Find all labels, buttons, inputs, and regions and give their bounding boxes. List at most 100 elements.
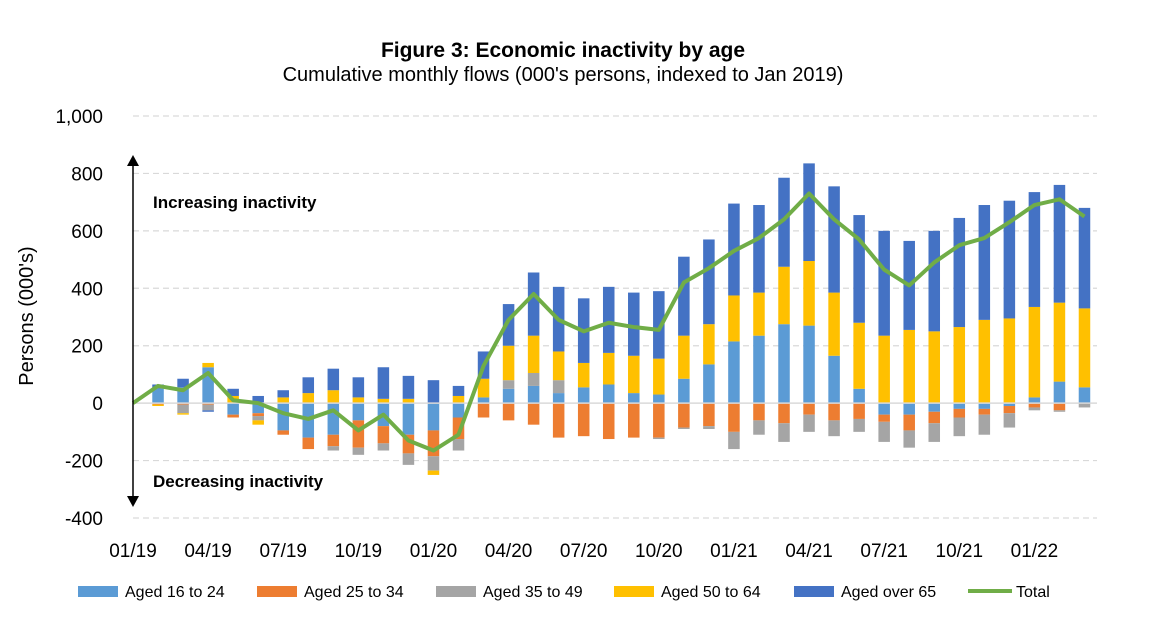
bar-segment-aged-50-64 xyxy=(327,390,340,404)
bar-segment-aged-25-34 xyxy=(502,403,515,421)
bar-segment-aged-50-64 xyxy=(552,351,565,381)
bar-segment-aged-16-24 xyxy=(703,364,715,404)
y-tick-label: -400 xyxy=(65,509,103,530)
x-tick-label: 01/19 xyxy=(109,541,157,562)
bar-segment-aged-over-65 xyxy=(703,239,715,325)
bar-segment-aged-16-24 xyxy=(327,403,340,435)
legend-label: Aged 16 to 24 xyxy=(125,584,225,601)
bar-segment-aged-35-49 xyxy=(903,430,915,448)
bar-segment-aged-50-64 xyxy=(678,335,690,379)
bar-segment-aged-50-64 xyxy=(202,362,214,368)
bar-segment-aged-35-49 xyxy=(978,414,991,435)
bar-segment-aged-16-24 xyxy=(1078,387,1091,404)
bar-segment-aged-over-65 xyxy=(352,377,365,398)
bar-segment-aged-35-49 xyxy=(527,372,540,386)
bar-segment-aged-25-34 xyxy=(978,408,991,415)
bar-segment-aged-25-34 xyxy=(1053,403,1066,411)
bar-segment-aged-25-34 xyxy=(853,403,865,419)
legend-label: Total xyxy=(1016,584,1050,601)
bar-segment-aged-25-34 xyxy=(377,426,390,444)
bar-segment-aged-16-24 xyxy=(903,403,915,415)
bar-segment-aged-50-64 xyxy=(953,327,966,404)
bar-segment-aged-25-34 xyxy=(327,434,340,447)
chart-title: Figure 3: Economic inactivity by age xyxy=(381,39,745,62)
bar-segment-aged-over-65 xyxy=(803,163,815,262)
legend-swatch xyxy=(257,586,297,597)
bar-segment-aged-35-49 xyxy=(1053,410,1066,412)
bar-segment-aged-16-24 xyxy=(878,403,890,415)
legend-item: Aged 16 to 24 xyxy=(78,584,225,601)
legend-label: Aged 50 to 64 xyxy=(661,584,761,601)
bar-segment-aged-50-64 xyxy=(252,420,264,425)
bar-segment-aged-25-34 xyxy=(903,414,915,431)
bar-segment-aged-16-24 xyxy=(628,393,640,404)
bar-segment-aged-35-49 xyxy=(352,447,365,455)
bar-segment-aged-50-64 xyxy=(502,345,515,381)
bar-segment-aged-25-34 xyxy=(402,434,415,454)
bar-segment-aged-over-65 xyxy=(202,410,214,412)
bar-segment-aged-over-65 xyxy=(402,375,415,399)
bar-segment-aged-16-24 xyxy=(978,403,991,409)
bar-segment-aged-50-64 xyxy=(1078,308,1091,388)
arrow-down-icon xyxy=(127,496,139,507)
bar-segment-aged-16-24 xyxy=(152,388,164,404)
bar-segment-aged-50-64 xyxy=(928,331,941,404)
bar-segment-aged-50-64 xyxy=(978,319,991,404)
arrow-up-icon xyxy=(127,155,139,166)
bar-segment-aged-35-49 xyxy=(252,416,264,421)
bar-segment-aged-25-34 xyxy=(1028,403,1041,408)
bar-segment-aged-over-65 xyxy=(928,230,941,332)
bar-segment-aged-25-34 xyxy=(778,403,790,424)
bar-segment-aged-50-64 xyxy=(452,395,465,404)
bar-segment-aged-over-65 xyxy=(1078,207,1091,309)
x-tick-label: 10/19 xyxy=(335,541,383,562)
bar-segment-aged-16-24 xyxy=(477,397,490,404)
x-tick-label: 04/19 xyxy=(184,541,232,562)
x-tick-label: 10/21 xyxy=(936,541,984,562)
y-tick-label: -200 xyxy=(65,452,103,473)
bar-segment-aged-over-65 xyxy=(853,215,865,323)
bar-segment-aged-50-64 xyxy=(653,358,665,395)
bar-segment-aged-50-64 xyxy=(878,335,890,404)
bar-segment-aged-over-65 xyxy=(1053,184,1066,303)
direction-arrow xyxy=(127,155,139,507)
bar-segment-aged-over-65 xyxy=(953,217,966,328)
bar-segment-aged-50-64 xyxy=(277,397,289,404)
bar-segment-aged-35-49 xyxy=(202,404,214,411)
bar-segment-aged-25-34 xyxy=(227,414,239,418)
bar-segment-aged-35-49 xyxy=(1028,407,1041,411)
bar-segment-aged-16-24 xyxy=(252,403,264,414)
bar-segment-aged-16-24 xyxy=(803,325,815,404)
bar-segment-aged-over-65 xyxy=(778,177,790,267)
bar-segment-aged-50-64 xyxy=(402,398,415,404)
bar-segment-aged-50-64 xyxy=(853,322,865,389)
x-tick-label: 01/21 xyxy=(710,541,758,562)
bar-segment-aged-16-24 xyxy=(502,388,515,404)
bar-segment-aged-over-65 xyxy=(502,304,515,346)
bar-segment-aged-50-64 xyxy=(728,295,740,342)
bar-segment-aged-25-34 xyxy=(427,430,440,457)
bar-segment-aged-25-34 xyxy=(703,403,715,427)
bar-segment-aged-25-34 xyxy=(678,403,690,428)
x-tick-label: 04/20 xyxy=(485,541,533,562)
bar-segment-aged-16-24 xyxy=(953,403,966,409)
bar-segment-aged-16-24 xyxy=(177,387,189,404)
bar-segment-aged-35-49 xyxy=(753,420,765,435)
bar-segment-aged-over-65 xyxy=(327,368,340,391)
bar-segment-aged-35-49 xyxy=(828,420,840,437)
bar-segment-aged-16-24 xyxy=(728,341,740,404)
total-line xyxy=(131,191,1086,453)
bar-segment-aged-16-24 xyxy=(602,384,615,404)
bar-segment-aged-35-49 xyxy=(552,380,565,394)
y-tick-label: 1,000 xyxy=(55,107,103,128)
y-axis-label: Persons (000's) xyxy=(16,246,38,385)
bar-segment-aged-16-24 xyxy=(853,388,865,404)
legend-item: Aged 25 to 34 xyxy=(257,584,404,601)
legend-swatch xyxy=(436,586,476,597)
bar-segment-aged-25-34 xyxy=(302,437,315,450)
annotation-increasing: Increasing inactivity xyxy=(153,193,317,212)
bar-segment-aged-25-34 xyxy=(602,403,615,440)
bar-segment-aged-over-65 xyxy=(978,205,991,320)
bar-segment-aged-16-24 xyxy=(1053,381,1066,404)
bar-segment-aged-16-24 xyxy=(577,387,590,404)
